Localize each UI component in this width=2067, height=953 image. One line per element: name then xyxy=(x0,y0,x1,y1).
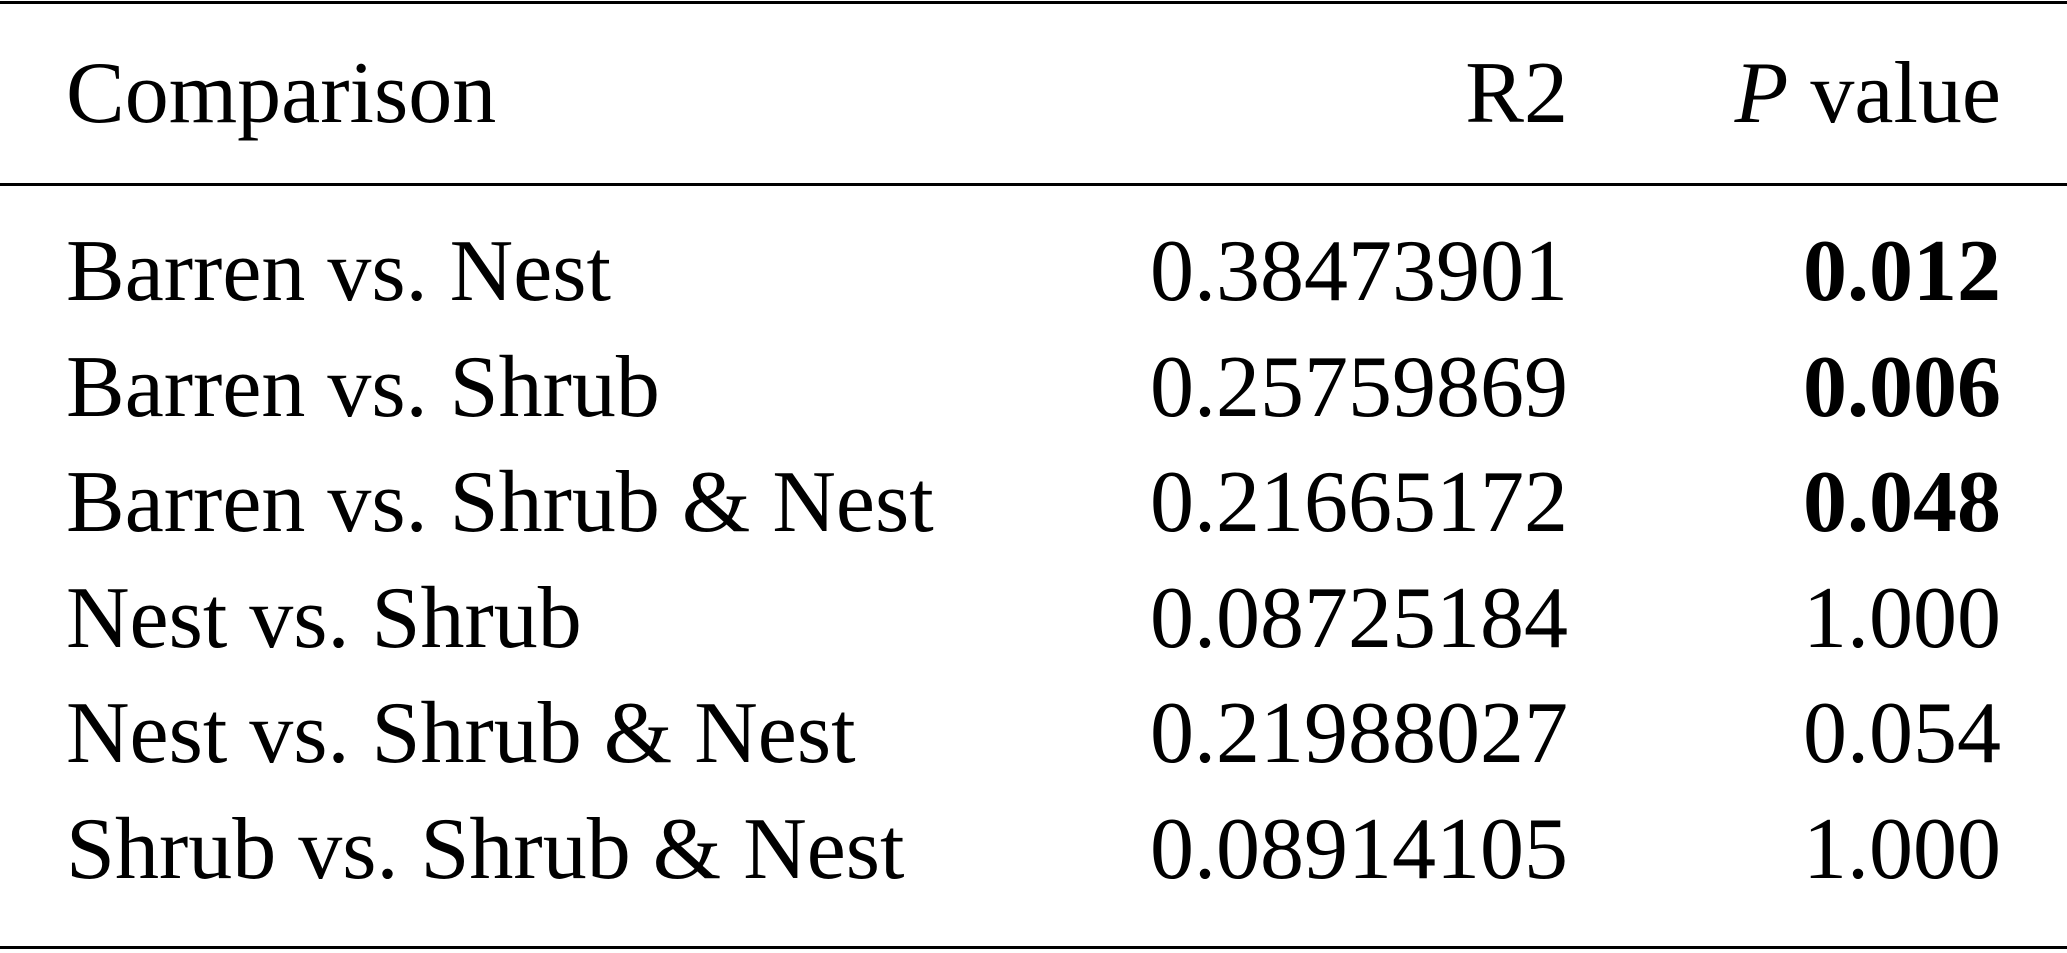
r2-cell: 0.08725184 xyxy=(1150,569,1568,667)
comparison-cell: Barren vs. Nest xyxy=(66,223,611,320)
comparison-cell: Barren vs. Shrub xyxy=(66,338,660,436)
r2-cell: 0.25759869 xyxy=(1150,338,1568,436)
header-p-value: P value xyxy=(1735,50,2001,138)
p-value-cell: 0.048 xyxy=(1803,454,2001,551)
header-comparison: Comparison xyxy=(66,45,497,142)
r2-cell: 0.21988027 xyxy=(1150,685,1568,782)
r2-cell: 0.08914105 xyxy=(1150,800,1568,898)
comparison-cell: Shrub vs. Shrub & Nest xyxy=(66,800,905,898)
p-value-cell: 0.012 xyxy=(1803,223,2001,320)
header-r2: R2 xyxy=(1465,45,1568,142)
p-value-cell: 0.006 xyxy=(1803,338,2001,436)
p-value-cell: 1.000 xyxy=(1803,569,2001,667)
p-value-cell: 1.000 xyxy=(1803,800,2001,898)
top-rule xyxy=(0,1,2067,4)
header-rule xyxy=(0,183,2067,186)
r2-cell: 0.21665172 xyxy=(1150,454,1568,551)
bottom-rule xyxy=(0,946,2067,949)
comparison-cell: Nest vs. Shrub & Nest xyxy=(66,685,856,782)
comparison-cell: Barren vs. Shrub & Nest xyxy=(66,454,934,551)
header-p-italic: P xyxy=(1734,45,1789,142)
p-value-cell: 0.054 xyxy=(1803,685,2001,782)
r2-cell: 0.38473901 xyxy=(1150,223,1568,320)
header-p-rest: value xyxy=(1788,45,2001,142)
comparison-cell: Nest vs. Shrub xyxy=(66,569,582,667)
